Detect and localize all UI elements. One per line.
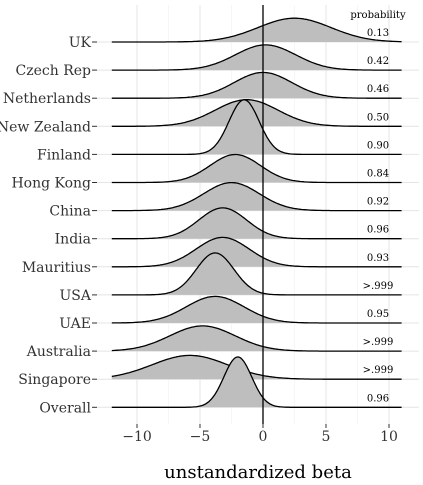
x-tick-label: −5: [190, 429, 211, 445]
category-label: Hong Kong: [11, 176, 91, 192]
ridge-line-china: [111, 181, 402, 212]
category-label: New Zealand: [0, 119, 91, 135]
ridge-fill-singapore: [111, 355, 402, 380]
ridge-fill-overall: [111, 356, 402, 408]
ridge-line-australia: [111, 325, 402, 352]
category-label: UK: [69, 35, 92, 51]
probability-label: 0.90: [367, 140, 389, 151]
probability-label: 0.96: [367, 393, 389, 404]
x-axis-title: unstandardized beta: [164, 462, 352, 483]
probability-label: 0.13: [367, 28, 389, 39]
ridge-fill-czech-rep: [111, 44, 402, 71]
probability-label: 0.84: [367, 169, 389, 180]
category-label: Overall: [39, 400, 91, 416]
x-tick-label: 0: [259, 429, 268, 445]
ridge-line-new-zealand: [111, 99, 402, 127]
probability-label: 0.96: [367, 225, 389, 236]
ridge-line-usa: [111, 252, 402, 296]
density-ridges: [111, 17, 402, 408]
category-label: USA: [60, 288, 92, 304]
ridge-fill-uae: [111, 296, 402, 323]
ridge-line-uk: [111, 17, 402, 43]
probability-label: >.999: [363, 365, 394, 376]
ridge-fill-mauritius: [111, 237, 402, 267]
probability-label: 0.93: [367, 253, 389, 264]
category-label: Czech Rep: [16, 63, 92, 79]
x-tick-label: −10: [122, 429, 152, 445]
ridge-fill-uk: [111, 18, 402, 42]
ridge-line-uae: [111, 295, 402, 324]
category-label: Australia: [26, 344, 91, 360]
ridge-line-finland: [111, 99, 402, 156]
category-label: UAE: [59, 316, 91, 332]
category-label: Singapore: [18, 372, 91, 388]
probability-label: 0.42: [367, 56, 389, 67]
ridge-line-mauritius: [111, 236, 402, 268]
ridge-line-czech-rep: [111, 44, 402, 71]
probability-label: 0.92: [367, 197, 389, 208]
ridge-fill-india: [111, 207, 402, 239]
ridge-fill-new-zealand: [111, 99, 402, 127]
probability-label: 0.50: [367, 112, 389, 123]
probability-labels: 0.13 0.42 0.46 0.50 0.90 0.84 0.92 0.96 0.93 >.99…: [363, 28, 394, 404]
category-label: Netherlands: [3, 91, 91, 107]
category-label: India: [55, 232, 91, 248]
category-label: China: [49, 204, 91, 220]
ridge-line-india: [111, 207, 402, 240]
ridge-fill-finland: [111, 99, 402, 155]
x-axis-ticks: −10 −5 0 5 10: [122, 424, 398, 445]
x-tick-label: 10: [380, 429, 398, 445]
ridge-line-netherlands: [111, 71, 402, 99]
ridge-line-overall: [111, 356, 402, 408]
category-label: Mauritius: [22, 260, 91, 276]
ridge-fill-hong-kong: [111, 154, 402, 183]
x-tick-label: 5: [322, 429, 331, 445]
category-labels: UK Czech Rep Netherlands New Zealand Finland…: [0, 35, 97, 416]
ridge-fill-netherlands: [111, 72, 402, 99]
probability-label: >.999: [363, 337, 394, 348]
probability-header: probability: [350, 10, 406, 21]
ridge-line-singapore: [111, 354, 402, 380]
probability-label: 0.46: [367, 84, 389, 95]
probability-label: 0.95: [367, 309, 389, 320]
category-label: Finland: [37, 147, 91, 163]
ridge-fill-china: [111, 182, 402, 211]
ridge-fill-australia: [111, 325, 402, 352]
probability-label: >.999: [363, 281, 394, 292]
ridge-line-hong-kong: [111, 153, 402, 184]
